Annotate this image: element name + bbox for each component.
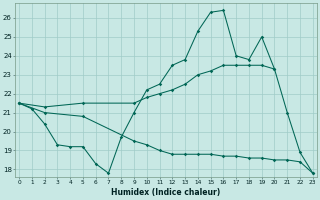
- X-axis label: Humidex (Indice chaleur): Humidex (Indice chaleur): [111, 188, 220, 197]
